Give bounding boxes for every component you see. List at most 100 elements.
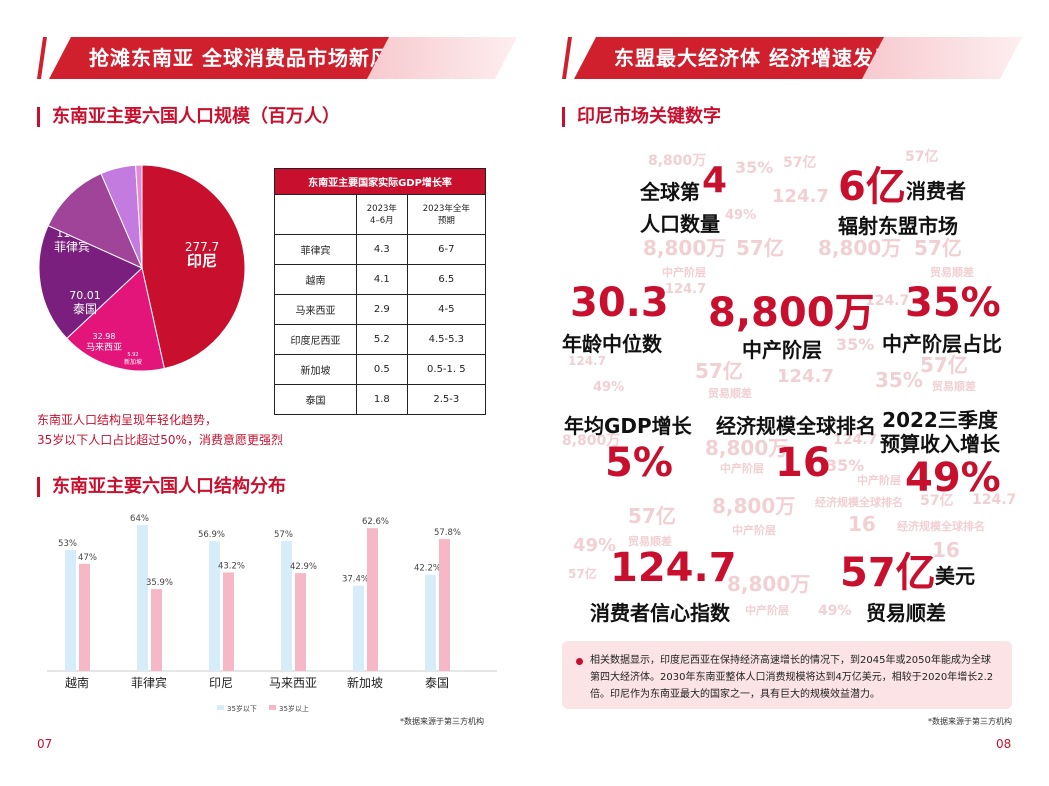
gdp-year: 6-7: [406, 234, 487, 265]
left-source-note: *数据来源于第三方机构: [400, 717, 484, 726]
gdp-year: 4-5: [406, 294, 487, 325]
budget-income-label: 2022三季度 预算收入增长: [880, 408, 1000, 456]
bar-over-35: [223, 572, 234, 671]
rank-label: 人口数量: [640, 212, 720, 236]
bg-word: 中产阶层: [745, 604, 789, 617]
gdp-country: 菲律宾: [274, 234, 357, 265]
age-structure-bar-chart: 53%47% 越南 64% 35.9% 菲律宾 56.9% 43.2% 印尼 57% 42.9% 马…: [47, 514, 497, 713]
bar-value-label: 42.2%: [414, 564, 441, 574]
gdp-header-year: 2023年全年 预期: [406, 194, 487, 235]
gdp-header-year-text: 2023年全年 预期: [422, 203, 470, 226]
pie-category-label: 印尼: [187, 252, 217, 270]
table-row: 印度尼西亚 5.2 4.5-5.3: [274, 324, 487, 355]
bg-word: 贸易顺差: [930, 266, 974, 279]
gdp-growth-value: 5%: [605, 440, 673, 486]
gdp-q2: 0.5: [356, 354, 408, 385]
gdp-q2: 1.8: [356, 384, 408, 415]
right-page-number: 08: [996, 737, 1012, 751]
bar-value-label: 56.9%: [198, 530, 225, 540]
middle-class-share-value: 35%: [905, 280, 1001, 326]
bar-value-label: 35.9%: [146, 578, 173, 588]
bg-word: 57亿: [783, 155, 817, 171]
legend-label: 35岁以下: [227, 704, 257, 713]
bar-value-label: 53%: [58, 539, 77, 549]
bar-under-35: [425, 574, 436, 671]
category-label: 印尼: [209, 676, 233, 690]
bar-value-label: 42.9%: [290, 562, 317, 572]
legend-label: 35岁以上: [279, 704, 309, 713]
gdp-growth-label: 年均GDP增长: [564, 414, 692, 438]
gdp-year: 4.5-5.3: [406, 324, 487, 355]
pie-value-label: 32.98: [93, 332, 116, 341]
rank-prefix: 全球第: [640, 180, 700, 204]
bg-word: 57亿: [628, 504, 676, 528]
pie-category-label: 马来西亚: [86, 342, 122, 353]
bg-word: 124.7: [833, 432, 878, 448]
bg-word: 57亿: [905, 149, 939, 165]
pie-value-label: 277.7: [185, 240, 219, 254]
table-row: 菲律宾 4.3 6-7: [274, 234, 487, 265]
population-note-line1: 东南亚人口结构呈现年轻化趋势，: [37, 413, 218, 427]
pie-slice: [141, 164, 246, 370]
bg-word: 57亿: [920, 493, 954, 509]
bg-word: 124.7: [865, 293, 910, 309]
consumers-label: 辐射东盟市场: [838, 214, 958, 238]
gdp-country: 越南: [274, 264, 357, 295]
bullet-dot-icon: [576, 658, 583, 665]
rank-value: 4: [702, 160, 728, 201]
pie-category-label: 菲律宾: [54, 239, 90, 254]
trade-surplus-value: 57亿: [840, 550, 936, 596]
structure-title: 东南亚主要六国人口结构分布: [37, 477, 286, 497]
bg-word: 经济规模全球排名: [897, 520, 985, 533]
bg-word: 中产阶层: [857, 474, 901, 487]
left-banner: 抢滩东南亚 全球消费品市场新风向: [37, 37, 497, 79]
bg-word: 49%: [818, 603, 852, 619]
pie-slice: [47, 172, 143, 269]
table-row: 越南 4.1 6.5: [274, 264, 487, 295]
bar-value-label: 47%: [78, 553, 97, 563]
table-row: 新加坡 0.5 0.5-1. 5: [274, 354, 487, 385]
bg-word: 中产阶层: [662, 266, 706, 279]
gdp-q2: 4.1: [356, 264, 408, 295]
confidence-value: 124.7: [610, 545, 737, 591]
population-title: 东南亚主要六国人口规模（百万人）: [37, 107, 340, 127]
pie-value-label: 70.01: [69, 289, 101, 302]
bg-word: 16: [932, 538, 960, 562]
bg-word: 49%: [725, 208, 757, 223]
bg-word: 57亿: [914, 236, 962, 260]
category-label: 越南: [65, 675, 89, 690]
bg-word: 124.7: [777, 366, 834, 387]
bg-word: 贸易顺差: [708, 387, 752, 400]
pie-slice: [66, 267, 165, 372]
bar-over-35: [79, 563, 90, 671]
bar-over-35: [439, 539, 450, 671]
bar-under-35: [137, 525, 148, 671]
bg-word: 57亿: [920, 353, 968, 377]
bg-word: 35%: [836, 335, 875, 354]
table-row: 马来西亚 2.9 4-5: [274, 294, 487, 325]
bg-word: 57亿: [695, 359, 743, 383]
bg-word: 8,800万: [562, 433, 621, 449]
bg-word: 中产阶层: [732, 524, 776, 537]
right-banner: 东盟最大经济体 经济增速发展: [562, 37, 1022, 79]
bg-word: 35%: [735, 158, 774, 177]
bg-word: 贸易顺差: [628, 535, 672, 548]
bg-word: 8,800万: [818, 236, 902, 260]
bg-word: 57亿: [568, 567, 597, 581]
population-pie-chart: 277.7印尼98.56越南111.8菲律宾70.01泰国32.98马来西亚5.…: [38, 164, 246, 372]
bg-word: 124.7: [568, 354, 606, 368]
gdp-year: 6.5: [406, 264, 487, 295]
gdp-country: 印度尼西亚: [274, 324, 357, 355]
bar-value-label: 37.4%: [342, 575, 369, 585]
bg-word: 8,800万: [643, 236, 727, 260]
category-label: 泰国: [425, 676, 449, 690]
gdp-country: 泰国: [274, 384, 357, 415]
bg-word: 16: [848, 512, 876, 536]
bar-under-35: [281, 540, 292, 671]
gdp-header-blank: [274, 194, 357, 235]
economy-rank-value: 16: [775, 440, 831, 486]
pie-value-label: 5.92: [127, 352, 138, 358]
info-box: 相关数据显示，印度尼西亚在保持经济高速增长的情况下，到2045年或2050年能成…: [562, 641, 1012, 709]
bg-word: 49%: [593, 380, 625, 395]
gdp-header-q2-text: 2023年 4–6月: [366, 203, 397, 226]
